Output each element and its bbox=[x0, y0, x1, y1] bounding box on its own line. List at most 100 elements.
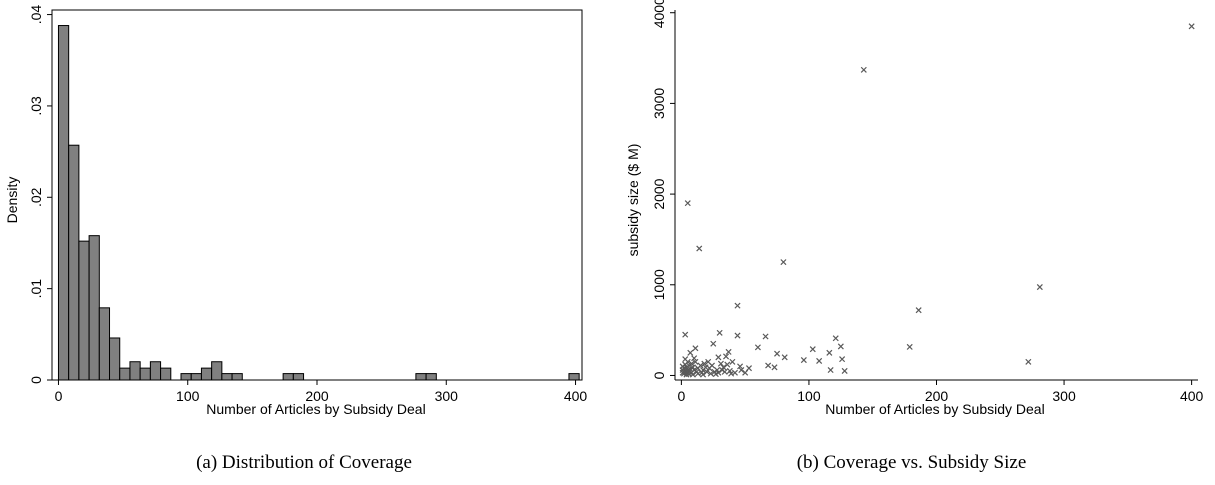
scatter-chart: 0 100 200 300 400 0 1000 2000 3000 4000 Number o… bbox=[625, 0, 1204, 417]
scatter-point bbox=[742, 369, 749, 376]
scatter-point bbox=[906, 343, 913, 350]
y-tick-label: 0 bbox=[28, 376, 44, 384]
scatter-point bbox=[692, 358, 699, 365]
histogram-bar bbox=[129, 361, 141, 381]
x-tick-label: 400 bbox=[564, 388, 588, 404]
scatter-point bbox=[832, 335, 839, 342]
scatter-point bbox=[754, 344, 761, 351]
y-tick-label: 4000 bbox=[651, 0, 667, 28]
scatter-point bbox=[725, 348, 732, 355]
histogram-bar bbox=[57, 25, 70, 381]
x-tick-label: 0 bbox=[55, 388, 63, 404]
histogram-bar bbox=[282, 373, 294, 381]
scatter-point bbox=[837, 343, 844, 350]
x-tick-label: 200 bbox=[925, 388, 949, 404]
histogram-bar bbox=[200, 367, 213, 381]
x-tick-label: 300 bbox=[1052, 388, 1076, 404]
scatter-point bbox=[780, 259, 787, 266]
scatter-point bbox=[809, 346, 816, 353]
scatter-point bbox=[771, 364, 778, 371]
scatter-point bbox=[692, 345, 699, 352]
scatter-point bbox=[839, 356, 846, 363]
x-tick-label: 300 bbox=[435, 388, 459, 404]
x-axis-label: Number of Articles by Subsidy Deal bbox=[825, 401, 1044, 417]
scatter-point bbox=[696, 245, 703, 252]
histogram-bar bbox=[568, 373, 580, 381]
histogram-bar bbox=[231, 373, 243, 381]
scatter-point bbox=[860, 66, 867, 73]
scatter-point bbox=[689, 371, 696, 378]
scatter-point bbox=[734, 302, 741, 309]
scatter-point bbox=[694, 370, 701, 377]
y-tick-label: 2000 bbox=[651, 178, 667, 209]
caption-coverage-distribution: (a) Distribution of Coverage bbox=[196, 452, 412, 473]
histogram-bar bbox=[98, 307, 111, 381]
histogram-bar bbox=[109, 337, 121, 381]
scatter-point bbox=[694, 365, 701, 372]
histogram-bar bbox=[221, 373, 233, 381]
scatter-point bbox=[800, 357, 807, 364]
scatter-point bbox=[682, 356, 689, 363]
x-tick-label: 100 bbox=[176, 388, 200, 404]
histogram-bar bbox=[160, 367, 172, 381]
scatter-point bbox=[738, 366, 745, 374]
scatter-point bbox=[729, 358, 736, 365]
histogram-bar bbox=[68, 144, 80, 381]
scatter-point bbox=[722, 353, 730, 360]
scatter-point bbox=[701, 360, 708, 367]
y-tick-label: 3000 bbox=[651, 88, 667, 119]
scatter-point bbox=[716, 329, 723, 336]
scatter-point bbox=[687, 349, 694, 356]
scatter-point bbox=[717, 360, 724, 367]
scatter-point bbox=[703, 368, 710, 375]
scatter-point bbox=[826, 349, 833, 356]
scatter-point bbox=[1036, 284, 1043, 291]
scatter-point bbox=[827, 366, 834, 374]
caption-coverage-vs-subsidy: (b) Coverage vs. Subsidy Size bbox=[796, 452, 1027, 473]
scatter-point bbox=[762, 333, 769, 340]
x-axis: 0 100 200 300 400 bbox=[55, 380, 588, 404]
histogram-bar bbox=[415, 373, 427, 381]
scatter-point bbox=[774, 350, 781, 357]
scatter-point bbox=[781, 354, 788, 361]
y-tick-label: .04 bbox=[28, 5, 44, 25]
y-axis: 0 .01 .02 .03 .04 bbox=[28, 5, 52, 384]
x-tick-label: 400 bbox=[1180, 388, 1204, 404]
scatter-point bbox=[728, 370, 735, 377]
scatter-point bbox=[707, 370, 714, 377]
histogram-bar bbox=[149, 361, 162, 381]
scatter-point bbox=[705, 358, 712, 365]
scatter-point bbox=[710, 340, 717, 347]
scatter-point bbox=[724, 361, 731, 368]
histogram-bar bbox=[292, 373, 305, 381]
histogram-bar bbox=[425, 373, 437, 381]
scatter-point bbox=[679, 369, 686, 376]
histogram-bar bbox=[139, 367, 151, 381]
y-axis-label: subsidy size ($ M) bbox=[625, 144, 641, 257]
scatter-point bbox=[1188, 23, 1195, 30]
scatter-point bbox=[682, 331, 689, 338]
x-axis-label: Number of Articles by Subsidy Deal bbox=[206, 401, 425, 417]
y-tick-label: .01 bbox=[28, 279, 44, 299]
y-tick-label: 0 bbox=[651, 371, 667, 379]
scatter-point bbox=[816, 357, 823, 364]
scatter-point bbox=[841, 367, 848, 374]
scatter-point bbox=[765, 362, 772, 369]
y-axis-label: Density bbox=[4, 177, 20, 224]
scatter-point bbox=[1025, 358, 1032, 365]
x-axis: 0 100 200 300 400 bbox=[675, 379, 1204, 404]
scatter-point bbox=[719, 366, 726, 374]
scatter-point bbox=[700, 371, 707, 378]
scatter-point bbox=[715, 354, 722, 361]
histogram-bar bbox=[211, 361, 223, 381]
scatter-point bbox=[737, 363, 744, 370]
scatter-point bbox=[734, 332, 741, 339]
x-tick-label: 200 bbox=[305, 388, 329, 404]
histogram-bar bbox=[88, 235, 100, 381]
y-tick-label: .02 bbox=[28, 187, 44, 207]
histogram-bar bbox=[180, 373, 192, 381]
y-tick-label: .03 bbox=[28, 96, 44, 116]
scatter-point bbox=[715, 369, 722, 376]
plot-frame bbox=[51, 9, 583, 381]
histogram-bar bbox=[78, 240, 90, 381]
